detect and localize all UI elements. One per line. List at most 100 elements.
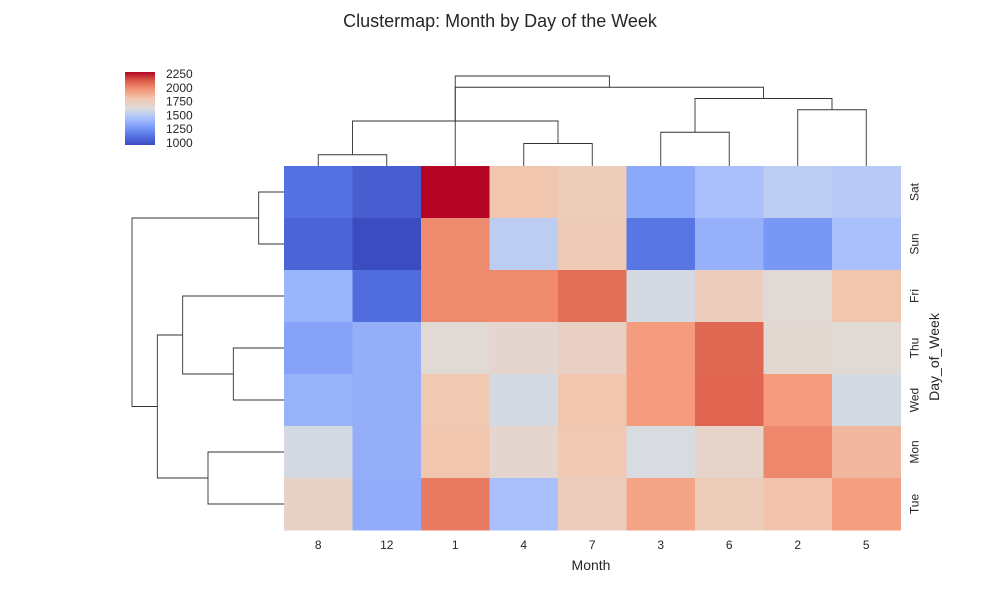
cell-Sun-12: [352, 218, 422, 271]
colorbar-tick-label: 2000: [166, 81, 193, 95]
cell-Mon-1: [421, 426, 490, 479]
y-tick-label: Wed: [908, 388, 922, 412]
colorbar-tick-label: 1250: [166, 122, 193, 136]
cell-Thu-3: [626, 322, 696, 375]
cell-Sun-8: [284, 218, 353, 271]
cell-Sat-1: [421, 166, 490, 219]
cell-Fri-5: [832, 270, 901, 323]
x-tick-label: 12: [380, 538, 394, 552]
cell-Wed-4: [489, 374, 559, 427]
cell-Fri-4: [489, 270, 559, 323]
cell-Thu-6: [695, 322, 764, 375]
y-axis-label: Day_of_Week: [926, 312, 942, 401]
dendrogram-link: [232, 347, 284, 401]
cell-Tue-5: [832, 478, 901, 531]
cell-Fri-12: [352, 270, 422, 323]
x-tick-label: 8: [315, 538, 322, 552]
cell-Tue-7: [558, 478, 627, 531]
colorbar-tick-label: 1750: [166, 95, 193, 109]
cell-Wed-6: [695, 374, 764, 427]
dendrogram-link: [454, 86, 764, 166]
cell-Mon-2: [763, 426, 833, 479]
x-tick-label: 3: [657, 538, 664, 552]
cell-Thu-2: [763, 322, 833, 375]
cell-Mon-8: [284, 426, 353, 479]
cell-Fri-2: [763, 270, 833, 323]
cell-Thu-4: [489, 322, 559, 375]
y-tick-label: Tue: [908, 494, 922, 515]
cell-Wed-3: [626, 374, 696, 427]
colorbar-tick-label: 1000: [166, 136, 193, 150]
cell-Thu-8: [284, 322, 353, 375]
colorbar-tick-label: 2250: [166, 67, 193, 81]
y-tick-label: Sun: [908, 233, 922, 254]
cell-Sat-5: [832, 166, 901, 219]
cell-Sat-7: [558, 166, 627, 219]
y-tick-label: Mon: [908, 440, 922, 463]
cell-Sat-4: [489, 166, 559, 219]
cell-Tue-4: [489, 478, 559, 531]
cell-Wed-12: [352, 374, 422, 427]
chart-title: Clustermap: Month by Day of the Week: [343, 11, 658, 31]
cell-Fri-1: [421, 270, 490, 323]
cell-Thu-7: [558, 322, 627, 375]
dendrogram-link: [694, 98, 833, 133]
dendrogram-link: [454, 75, 610, 121]
cell-Tue-1: [421, 478, 490, 531]
dendrogram-link: [182, 295, 284, 375]
x-tick-label: 5: [863, 538, 870, 552]
cell-Tue-8: [284, 478, 353, 531]
cell-Wed-5: [832, 374, 901, 427]
cell-Sat-2: [763, 166, 833, 219]
cell-Wed-8: [284, 374, 353, 427]
cell-Sat-3: [626, 166, 696, 219]
y-tick-label: Sat: [908, 182, 922, 201]
cell-Tue-2: [763, 478, 833, 531]
y-tick-label: Fri: [908, 289, 922, 303]
cell-Tue-12: [352, 478, 422, 531]
cell-Tue-3: [626, 478, 696, 531]
cell-Mon-5: [832, 426, 901, 479]
cell-Thu-1: [421, 322, 490, 375]
dendrogram-link: [797, 109, 867, 166]
x-tick-label: 2: [794, 538, 801, 552]
dendrogram-link: [258, 191, 284, 245]
x-tick-labels: 8 12 1 4 7 3 6 2 5: [315, 538, 870, 552]
cell-Tue-6: [695, 478, 764, 531]
dendrogram-link: [131, 217, 259, 407]
x-tick-label: 6: [726, 538, 733, 552]
x-tick-label: 7: [589, 538, 596, 552]
cell-Wed-2: [763, 374, 833, 427]
cell-Mon-12: [352, 426, 422, 479]
y-tick-labels: Sat Sun Fri Thu Wed Mon Tue: [908, 182, 922, 514]
heatmap-cells: [284, 166, 901, 531]
cell-Mon-7: [558, 426, 627, 479]
cell-Mon-3: [626, 426, 696, 479]
x-tick-label: 1: [452, 538, 459, 552]
cell-Wed-1: [421, 374, 490, 427]
cell-Fri-8: [284, 270, 353, 323]
cell-Wed-7: [558, 374, 627, 427]
cell-Sun-6: [695, 218, 764, 271]
cell-Sun-5: [832, 218, 901, 271]
cell-Thu-12: [352, 322, 422, 375]
cell-Thu-5: [832, 322, 901, 375]
row-dendrogram: [131, 191, 284, 505]
cell-Sun-4: [489, 218, 559, 271]
dendrogram-link: [523, 143, 593, 166]
cell-Sun-7: [558, 218, 627, 271]
colorbar-gradient: [125, 72, 155, 145]
y-tick-label: Thu: [908, 338, 922, 359]
cell-Fri-6: [695, 270, 764, 323]
cell-Fri-7: [558, 270, 627, 323]
dendrogram-link: [660, 131, 730, 166]
cell-Sun-3: [626, 218, 696, 271]
dendrogram-link: [207, 451, 284, 505]
cell-Sat-8: [284, 166, 353, 219]
x-axis-label: Month: [572, 557, 611, 573]
cell-Sat-6: [695, 166, 764, 219]
cell-Mon-4: [489, 426, 559, 479]
cell-Mon-6: [695, 426, 764, 479]
